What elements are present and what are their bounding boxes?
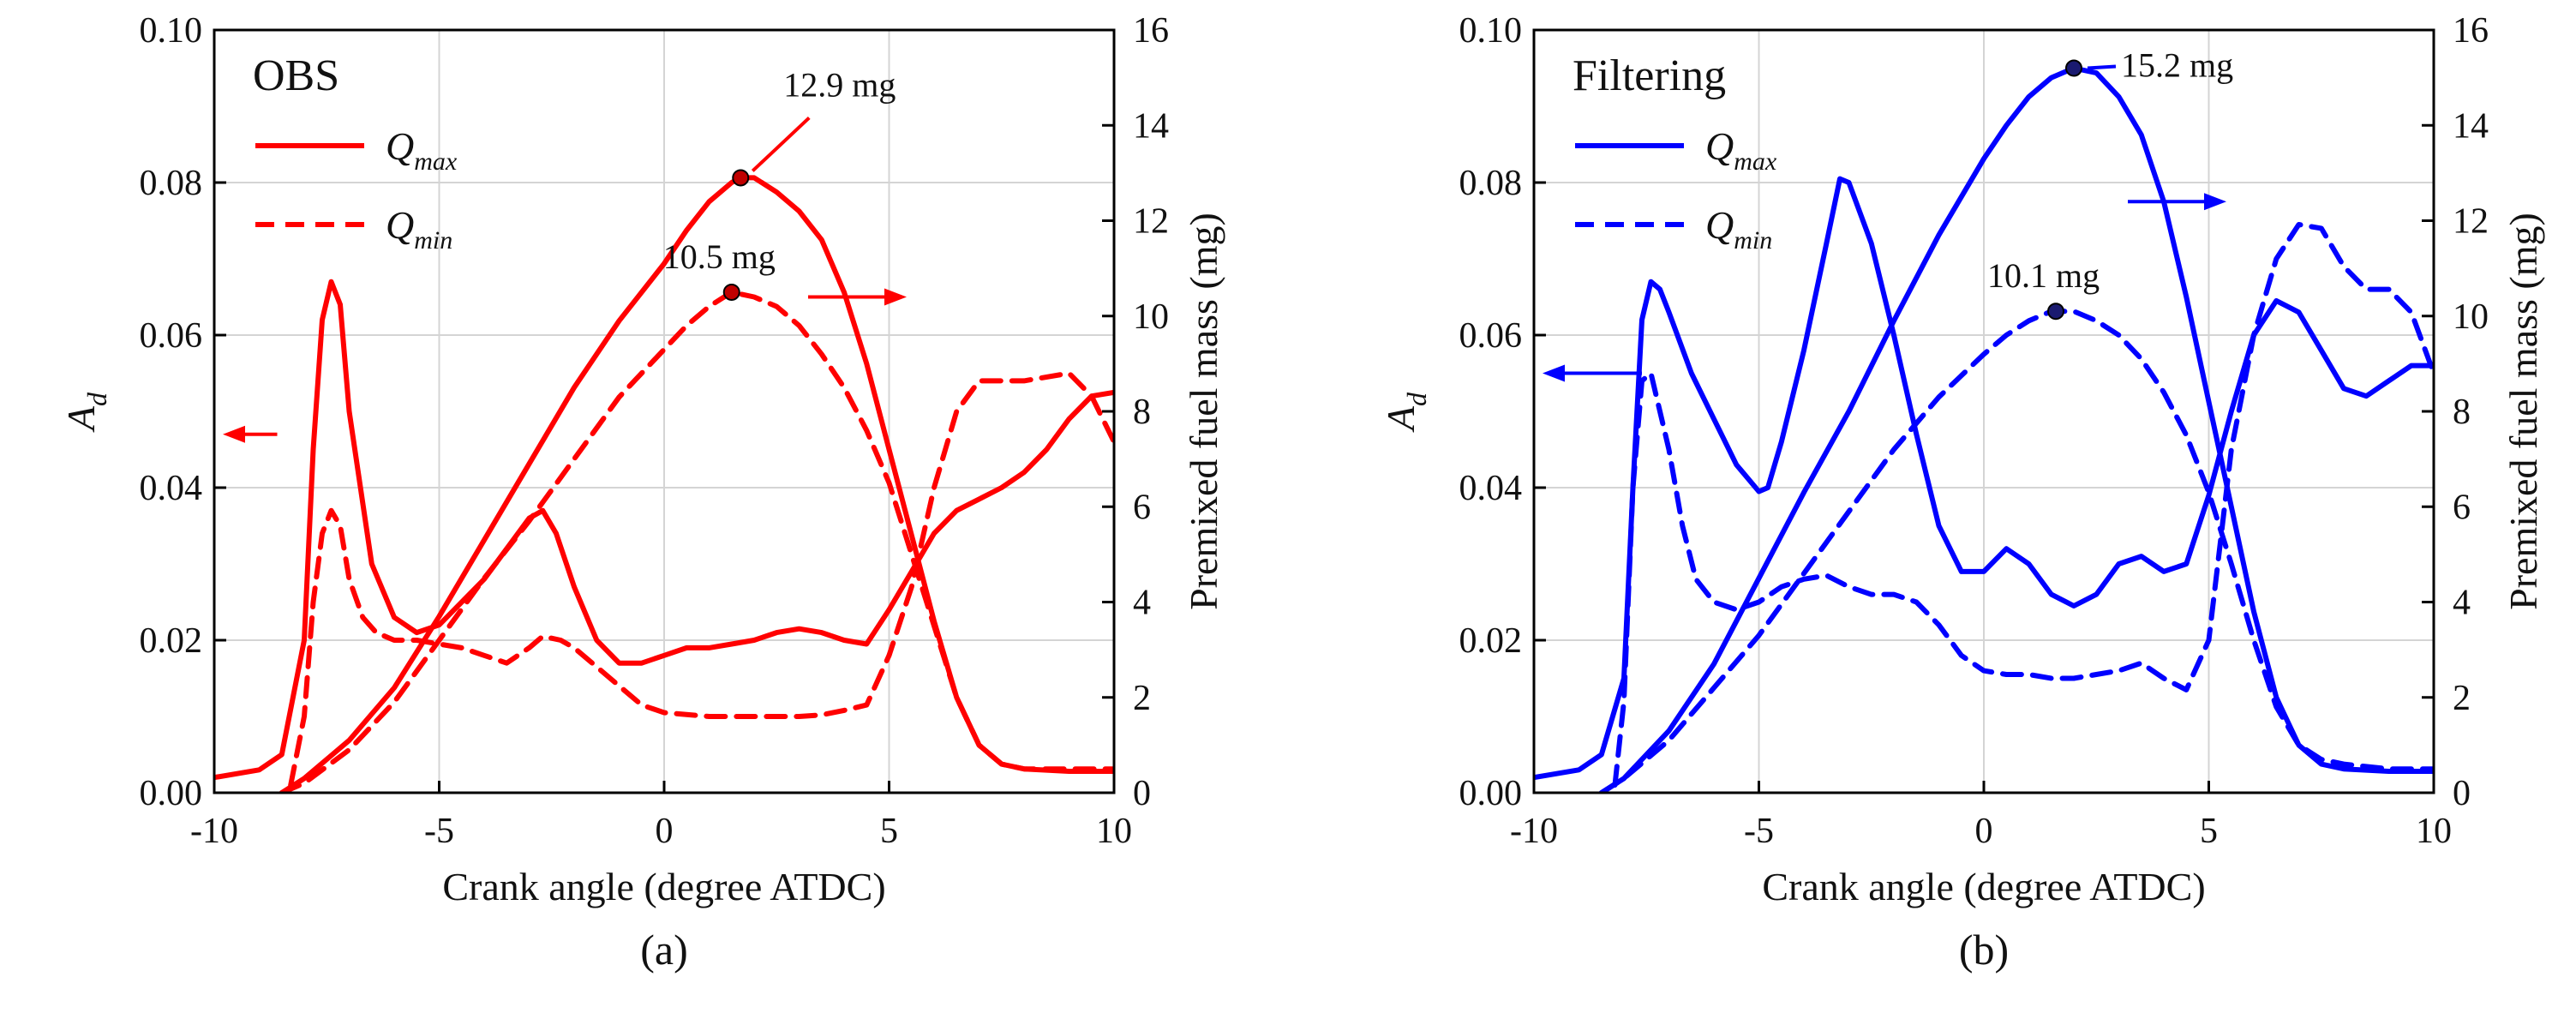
peak-marker [2065,59,2082,77]
series-line-fuel-mass-qmax [1598,65,2434,793]
y-right-tick-label: 2 [1133,679,1151,718]
legend-label-base: Q [1705,203,1734,247]
y-right-tick-label: 2 [2453,679,2471,718]
y-left-tick-label: 0.06 [1459,316,1523,356]
x-tick-label: 0 [656,812,674,851]
y-right-tick-label: 12 [2453,202,2489,242]
x-tick-label: -10 [190,812,238,851]
legend-label-base: Q [1705,124,1734,168]
series-group [1534,65,2434,793]
y-right-tick-label: 6 [1133,488,1151,527]
y-left-tick-label: 0.04 [1459,469,1523,508]
y-left-tick-label: 0.00 [1459,774,1523,813]
x-tick-label: -10 [1510,812,1558,851]
legend-label-sub: max [1734,147,1777,176]
legend-label-sub: min [414,226,452,255]
y-left-tick-label: 0.10 [140,11,203,51]
series-line-ad-qmax [1534,176,2434,781]
legend-label-sub: max [414,147,458,176]
y-right-tick-label: 10 [2453,297,2489,337]
peak-marker [722,283,740,301]
y-left-axis-title: Ad [59,392,112,433]
axis-arrow-left-head [1543,364,1565,382]
y-left-axis-title: Ad [1379,392,1432,433]
panel-sub-label: (b) [1959,926,2009,974]
peak-annotation: 10.5 mg [663,237,776,276]
legend-label-sub: min [1734,226,1772,255]
y-left-tick-label: 0.04 [140,469,203,508]
y-right-tick-label: 8 [1133,393,1151,432]
x-tick-label: 10 [2416,812,2452,851]
y-left-tick-label: 0.00 [140,774,203,813]
y-right-tick-label: 10 [1133,297,1169,337]
y-left-tick-label: 0.02 [1459,621,1523,661]
panel-tag: OBS [253,51,339,100]
legend-label-min: Qmin [386,203,452,255]
y-left-title-base: A [59,405,103,433]
x-tick-label: 5 [2200,812,2218,851]
chart-panel-a: -10 -5 0 5 10 0.00 0.02 0.04 0.06 0.08 0.10 0 2 4 6 8 10… [59,11,1225,974]
y-right-tick-label: 14 [2453,106,2489,146]
panel-tag: Filtering [1573,51,1726,100]
y-left-tick-label: 0.06 [140,316,203,356]
legend-label-max: Qmax [1705,124,1777,176]
y-left-title-sub: d [1401,392,1432,406]
x-tick-label: -5 [424,812,454,851]
y-right-tick-label: 12 [1133,202,1169,242]
series-line-fuel-mass-qmin [279,289,1114,793]
x-axis-title: Crank angle (degree ATDC) [1762,865,2205,908]
x-tick-label: 0 [1975,812,1993,851]
x-tick-label: -5 [1744,812,1774,851]
y-right-tick-label: 0 [2453,774,2471,813]
y-right-tick-label: 16 [1133,11,1169,51]
legend-label-min: Qmin [1705,203,1772,255]
legend-label-max: Qmax [386,124,458,176]
legend-label-base: Q [386,124,414,168]
y-right-tick-label: 16 [2453,11,2489,51]
panel-sub-label: (a) [640,926,688,974]
y-left-tick-label: 0.08 [140,164,203,203]
peak-annotation: 10.1 mg [1987,256,2100,295]
series-line-ad-qmin [1612,222,2434,788]
axis-arrow-right-head [2204,193,2226,211]
y-right-tick-label: 4 [2453,584,2471,623]
y-right-tick-label: 8 [2453,393,2471,432]
y-right-axis-title: Premixed fuel mass (mg) [2501,213,2545,610]
annotation-leader [751,116,811,172]
y-right-tick-label: 4 [1133,584,1151,623]
annotation-leader [2087,64,2117,70]
peak-annotation: 12.9 mg [783,65,896,104]
peak-annotation: 15.2 mg [2121,46,2233,85]
y-right-tick-label: 0 [1133,774,1151,813]
axis-arrow-left-head [223,425,245,443]
x-tick-label: 5 [880,812,898,851]
series-line-fuel-mass-qmin [1598,309,2434,793]
peak-marker [732,169,750,187]
chart-panel-b: -10 -5 0 5 10 0.00 0.02 0.04 0.06 0.08 0.10 0 2 4 6 8 10… [1379,11,2545,974]
y-left-tick-label: 0.08 [1459,164,1523,203]
series-line-ad-qmin [288,370,1114,788]
y-right-tick-label: 6 [2453,488,2471,527]
x-tick-label: 10 [1096,812,1132,851]
y-left-title-sub: d [81,392,112,406]
y-left-title-base: A [1379,405,1423,433]
legend-label-base: Q [386,203,414,247]
y-left-tick-label: 0.02 [140,621,203,661]
series-line-ad-qmax [214,279,1114,781]
y-right-tick-label: 14 [1133,106,1169,146]
y-right-axis-title: Premixed fuel mass (mg) [1182,213,1225,610]
peak-marker [2047,303,2064,321]
series-group [214,175,1114,793]
y-left-tick-label: 0.10 [1459,11,1523,51]
x-axis-title: Crank angle (degree ATDC) [442,865,885,908]
axis-arrow-right-head [884,288,907,306]
